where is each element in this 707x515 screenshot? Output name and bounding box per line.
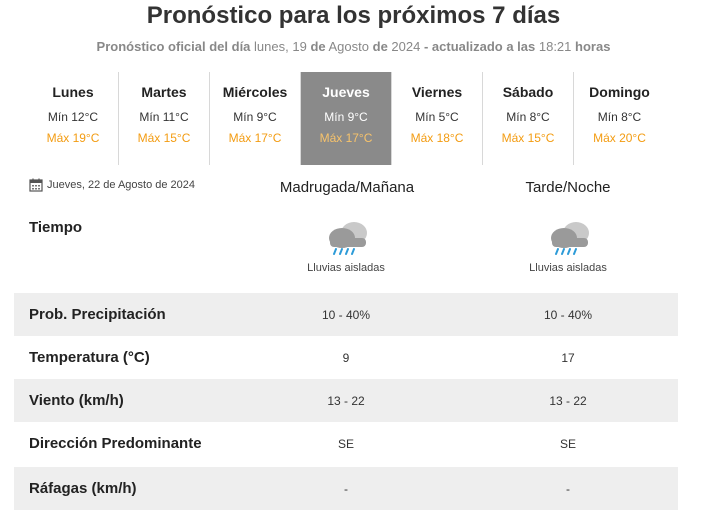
table-row-precipitacion: Prob. Precipitación 10 - 40% 10 - 40% bbox=[14, 293, 678, 336]
subtitle-prefix: Pronóstico oficial del día bbox=[96, 39, 251, 54]
selected-date-text: Jueves, 22 de Agosto de 2024 bbox=[47, 179, 196, 191]
day-min-temp: Mín 5°C bbox=[415, 110, 459, 124]
calendar-icon bbox=[29, 178, 43, 192]
day-min-temp: Mín 8°C bbox=[597, 110, 642, 124]
weather-description: Lluvias aisladas bbox=[307, 262, 385, 274]
day-name: Sábado bbox=[502, 84, 554, 100]
day-min-temp: Mín 8°C bbox=[506, 110, 550, 124]
day-min-temp: Mín 9°C bbox=[324, 110, 368, 124]
subtitle-de: de bbox=[310, 39, 326, 54]
row-value-morning: 10 - 40% bbox=[321, 307, 371, 322]
page-title: Pronóstico para los próximos 7 días bbox=[146, 2, 561, 29]
row-label: Temperatura (°C) bbox=[29, 349, 150, 366]
day-tab-jueves[interactable]: Jueves Mín 9°C Máx 17°C bbox=[301, 72, 392, 165]
selected-date: Jueves, 22 de Agosto de 2024 bbox=[29, 178, 195, 192]
day-name: Miércoles bbox=[222, 84, 288, 100]
subtitle-date: lunes, 19 bbox=[254, 39, 307, 54]
row-value-afternoon: 17 bbox=[561, 350, 575, 365]
row-value-morning: 13 - 22 bbox=[327, 393, 365, 408]
cloud-rain-icon bbox=[551, 222, 589, 255]
day-tab-lunes[interactable]: Lunes Mín 12°C Máx 19°C bbox=[28, 72, 119, 165]
cloud-rain-icon bbox=[329, 222, 367, 255]
day-name: Jueves bbox=[322, 84, 370, 100]
row-value-morning: - bbox=[344, 481, 348, 496]
row-label: Ráfagas (km/h) bbox=[29, 480, 137, 497]
day-tabs: Lunes Mín 12°C Máx 19°C Martes Mín 11°C … bbox=[28, 72, 665, 165]
day-min-temp: Mín 11°C bbox=[139, 110, 189, 124]
day-tab-sabado[interactable]: Sábado Mín 8°C Máx 15°C bbox=[483, 72, 574, 165]
subtitle-de: de bbox=[372, 39, 388, 54]
column-header-madrugada: Madrugada/Mañana bbox=[279, 179, 415, 196]
row-value-afternoon: 13 - 22 bbox=[549, 393, 587, 408]
subtitle-updated: - actualizado a las bbox=[423, 39, 536, 54]
table-row-viento: Viento (km/h) 13 - 22 13 - 22 bbox=[14, 379, 678, 422]
row-label-tiempo: Tiempo bbox=[29, 219, 83, 236]
column-header-tarde: Tarde/Noche bbox=[525, 179, 611, 196]
day-max-temp: Máx 15°C bbox=[501, 131, 555, 145]
day-name: Domingo bbox=[589, 84, 650, 100]
weather-description: Lluvias aisladas bbox=[529, 262, 607, 274]
row-value-afternoon: SE bbox=[559, 436, 576, 451]
day-max-temp: Máx 17°C bbox=[228, 131, 282, 145]
day-name: Lunes bbox=[52, 84, 94, 100]
day-max-temp: Máx 20°C bbox=[593, 131, 646, 145]
subtitle-hours: horas bbox=[575, 39, 611, 54]
row-value-afternoon: - bbox=[566, 481, 570, 496]
day-name: Martes bbox=[141, 84, 187, 100]
subtitle-month: Agosto bbox=[328, 39, 369, 54]
row-value-afternoon: 10 - 40% bbox=[543, 307, 593, 322]
row-label: Viento (km/h) bbox=[29, 392, 124, 409]
row-label: Dirección Predominante bbox=[29, 435, 202, 452]
row-value-morning: SE bbox=[337, 436, 354, 451]
row-label: Prob. Precipitación bbox=[29, 306, 166, 323]
day-tab-domingo[interactable]: Domingo Mín 8°C Máx 20°C bbox=[574, 72, 665, 165]
day-min-temp: Mín 9°C bbox=[233, 110, 277, 124]
day-min-temp: Mín 12°C bbox=[47, 110, 99, 124]
day-max-temp: Máx 18°C bbox=[410, 131, 464, 145]
day-max-temp: Máx 17°C bbox=[319, 131, 373, 145]
table-row-temperatura: Temperatura (°C) 9 17 bbox=[14, 336, 678, 379]
day-tab-martes[interactable]: Martes Mín 11°C Máx 15°C bbox=[119, 72, 210, 165]
subtitle-time: 18:21 bbox=[538, 39, 572, 54]
day-tab-miercoles[interactable]: Miércoles Mín 9°C Máx 17°C bbox=[210, 72, 301, 165]
weather-cell-morning: Lluvias aisladas bbox=[246, 218, 446, 274]
weather-cell-afternoon: Lluvias aisladas bbox=[468, 218, 668, 274]
day-max-temp: Máx 15°C bbox=[137, 131, 191, 145]
subtitle-year: 2024 bbox=[391, 39, 421, 54]
day-tab-viernes[interactable]: Viernes Mín 5°C Máx 18°C bbox=[392, 72, 483, 165]
day-name: Viernes bbox=[411, 84, 463, 100]
table-row-rafagas: Ráfagas (km/h) - - bbox=[14, 467, 678, 510]
row-value-morning: 9 bbox=[342, 350, 350, 365]
table-row-direccion: Dirección Predominante SE SE bbox=[14, 422, 678, 465]
forecast-subtitle: Pronóstico oficial del día lunes, 19 de … bbox=[0, 39, 707, 54]
day-max-temp: Máx 19°C bbox=[46, 131, 100, 145]
